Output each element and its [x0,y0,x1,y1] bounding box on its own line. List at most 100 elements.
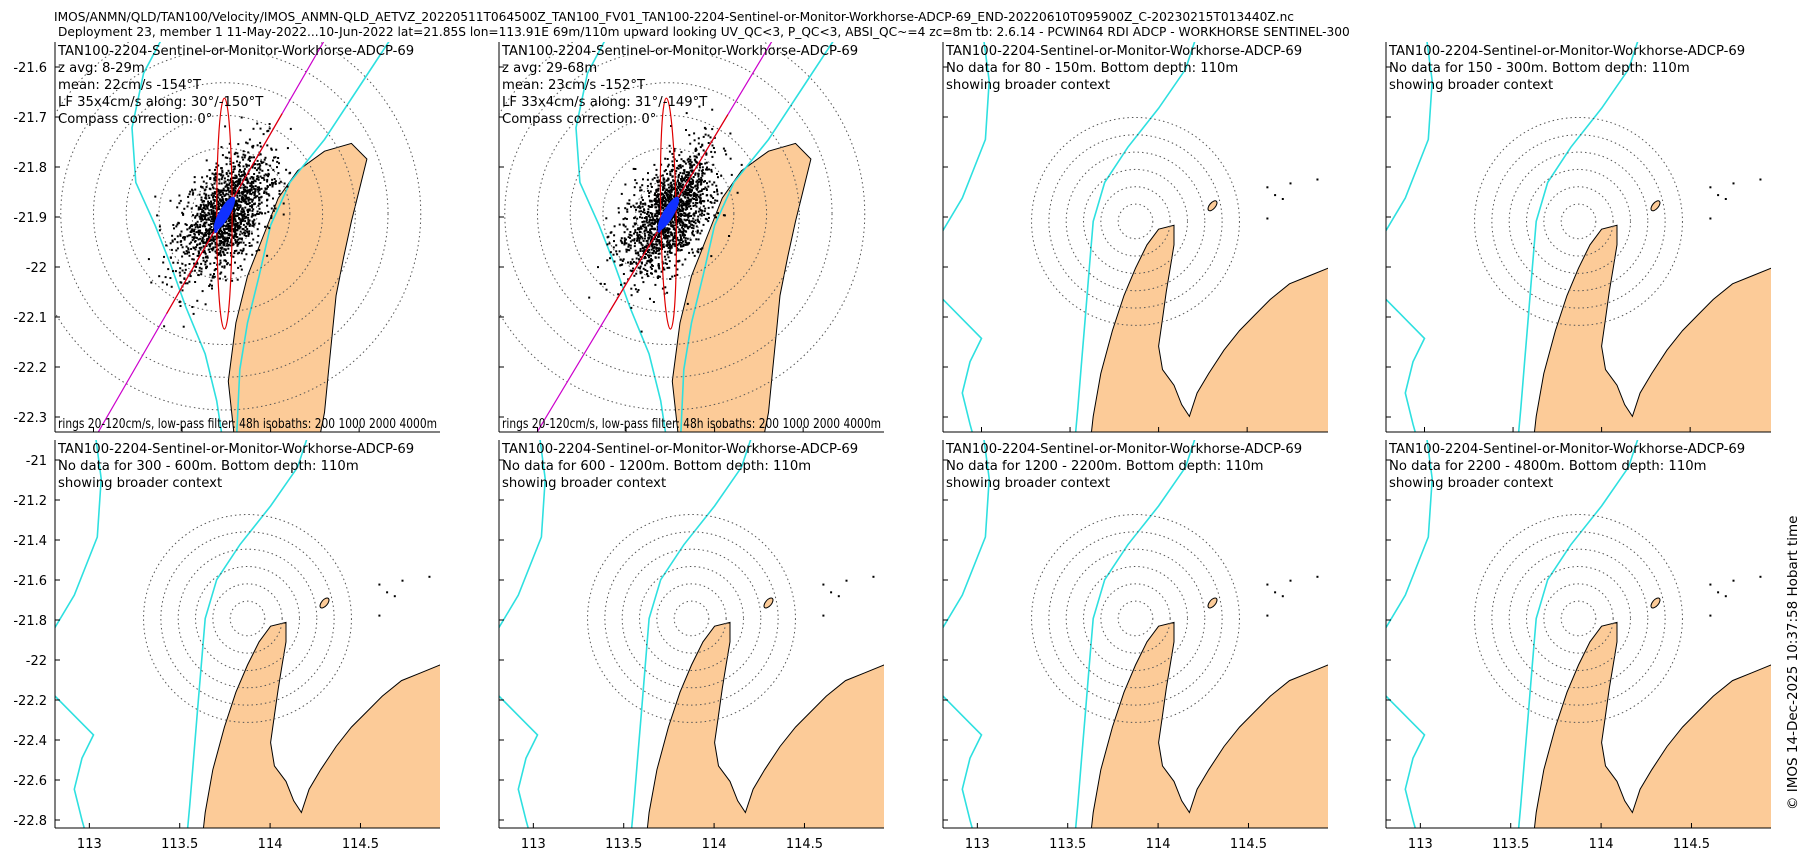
scatter-point [196,223,199,226]
scatter-point [650,257,653,260]
scatter-point [192,229,195,232]
scatter-point [676,189,678,192]
scatter-point [204,214,207,217]
scatter-point [200,262,203,265]
scatter-point [695,198,698,201]
scatter-point [254,213,257,216]
x-tick-label: 113.5 [1492,837,1529,850]
scatter-point [238,194,241,197]
scatter-point [252,238,255,241]
scatter-point [673,227,676,230]
scatter-point [665,189,668,191]
scatter-point [639,213,642,216]
speed-ring [537,82,800,345]
scatter-point [210,205,212,208]
scatter-point [256,186,259,189]
scatter-point [209,273,212,276]
scatter-point [232,192,235,194]
scatter-point [200,239,203,242]
scatter-point [639,207,642,210]
scatter-point [235,224,238,227]
scatter-point [661,262,664,265]
scatter-point [212,240,215,243]
scatter-point [633,245,636,248]
scatter-point [684,180,687,183]
scatter-point [671,170,673,173]
scatter-point [694,158,697,161]
scatter-point [682,231,685,234]
scatter-point [650,235,653,238]
scatter-point [695,205,698,208]
scatter-point [667,223,670,226]
scatter-point [226,263,229,266]
scatter-point [240,210,243,213]
y-tick-label: -21.7 [13,111,47,126]
scatter-point [252,220,255,223]
scatter-point [282,202,285,205]
scatter-point [690,215,693,217]
scatter-point [606,243,609,246]
scatter-point [225,228,228,230]
scatter-point [210,200,212,203]
scatter-point [683,169,686,172]
scatter-point [656,179,659,182]
scatter-point [184,264,187,267]
scatter-point [673,194,676,197]
scatter-point [648,231,651,234]
scatter-point [662,209,665,212]
scatter-point [681,231,683,233]
scatter-point [241,250,244,253]
scatter-point [233,235,236,237]
scatter-point [191,306,194,308]
scatter-point [256,195,259,198]
scatter-point [725,153,728,156]
scatter-point [649,212,652,214]
scatter-point [692,227,695,230]
scatter-point [218,198,221,201]
scatter-point [209,283,212,286]
scatter-point [219,261,222,264]
scatter-point [208,187,211,190]
scatter-point [234,151,237,154]
scatter-point [252,176,255,179]
scatter-point [637,266,640,269]
panel-title: TAN100-2204-Sentinel-or-Monitor-Workhors… [1388,44,1745,59]
scatter-point [225,199,228,202]
scatter-point [213,219,216,222]
scatter-point [685,225,688,228]
scatter-point [665,193,668,196]
scatter-point [245,222,248,225]
scatter-point [236,240,238,243]
speed-ring [1526,168,1631,274]
scatter-point [250,215,253,218]
scatter-point [637,236,640,238]
scatter-point [654,215,657,218]
scatter-point [222,237,225,240]
scatter-point [612,253,615,256]
scatter-point [634,288,637,291]
scatter-point [214,250,217,253]
island [1207,597,1218,609]
scatter-point [633,284,636,287]
scatter-point [662,207,665,210]
island [1709,217,1712,220]
scatter-point [702,205,705,208]
scatter-point [608,242,611,245]
scatter-point [254,190,257,193]
scatter-point [667,163,670,166]
scatter-point [671,160,674,163]
scatter-point [624,207,627,210]
scatter-point [175,225,178,228]
scatter-point [663,181,666,184]
scatter-point [708,168,710,171]
scatter-point [228,151,231,154]
scatter-point [243,156,246,159]
scatter-point [686,214,689,217]
y-tick-label: -22.3 [13,411,47,426]
scatter-point [170,285,173,288]
scatter-point [211,249,214,252]
scatter-point [669,245,671,248]
scatter-point [714,199,717,202]
scatter-point [228,237,230,239]
scatter-point [262,177,265,180]
